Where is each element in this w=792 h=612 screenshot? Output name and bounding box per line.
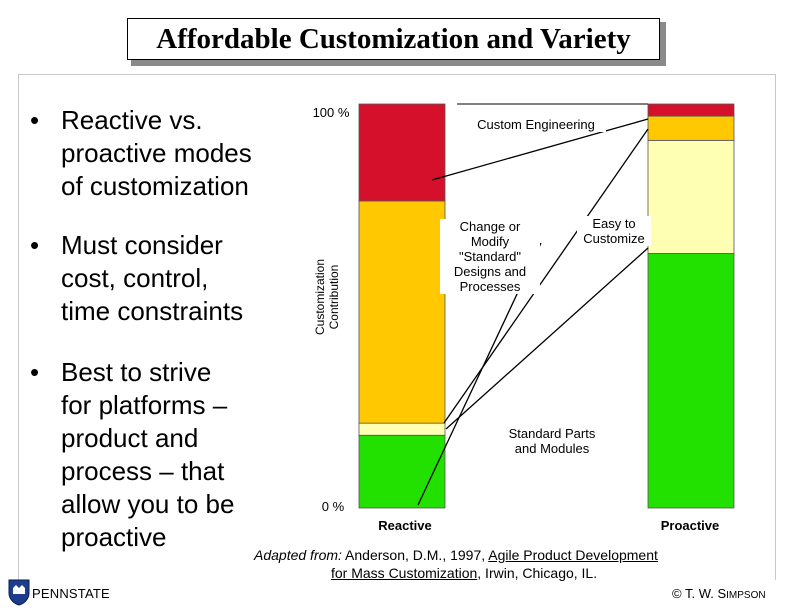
category-label-proactive: Proactive	[660, 518, 720, 533]
penn-state-wordmark: PENNSTATE	[32, 586, 110, 601]
bullet-text: Reactive vs. proactive modes of customiz…	[61, 105, 252, 201]
bullet-constraints: • Must consider cost, control, time cons…	[30, 229, 243, 328]
connector-lines	[417, 103, 649, 506]
author-surname-initial: S	[717, 586, 727, 601]
bullet-reactive-proactive: • Reactive vs. proactive modes of custom…	[30, 104, 252, 203]
citation-line-2: for Mass Customization, Irwin, Chicago, …	[331, 564, 597, 582]
stacked-bars	[358, 103, 735, 509]
bar-segment-standard-parts-reactive	[358, 434, 446, 509]
citation-book-title-1: Agile Product Development	[488, 547, 658, 563]
y-axis-max-label: 100 %	[312, 105, 350, 120]
label-easy-to-customize: Easy to Customize	[577, 216, 651, 246]
label-standard-parts: Standard Parts and Modules	[492, 426, 612, 456]
copyright-notice: © T. W. SIMPSON	[672, 586, 766, 601]
content-frame-right	[775, 74, 776, 580]
bullet-text: Best to strive for platforms – product a…	[61, 357, 235, 552]
bullet-dot: •	[30, 105, 40, 135]
copyright-symbol: ©	[672, 586, 682, 601]
category-label-reactive: Reactive	[378, 518, 432, 533]
author-initials: T. W.	[684, 586, 718, 601]
bar-segment-change-or-modify-reactive	[358, 200, 446, 424]
bullet-text: Must consider cost, control, time constr…	[61, 230, 244, 326]
content-frame-left	[18, 74, 19, 580]
bar-segment-standard-parts-proactive	[647, 253, 735, 509]
author-surname-rest: IMPSON	[726, 590, 766, 601]
bullet-platforms: • Best to strive for platforms – product…	[30, 356, 234, 554]
connector-line	[431, 118, 649, 181]
citation-book-title-2: for Mass Customization	[331, 565, 478, 581]
bar-segment-easy-to-customize-proactive	[647, 139, 735, 254]
citation-line-1: Adapted from: Anderson, D.M., 1997, Agil…	[254, 546, 658, 564]
citation-authors: Anderson, D.M., 1997,	[341, 547, 489, 563]
bar-segment-custom-engineering-reactive	[358, 103, 446, 202]
citation-publisher: , Irwin, Chicago, IL.	[477, 565, 598, 581]
slide-title: Affordable Customization and Variety	[127, 18, 660, 60]
bar-segment-change-or-modify-proactive	[647, 115, 735, 141]
y-axis-title: Customization Contribution	[313, 258, 341, 336]
connector-line	[445, 247, 649, 430]
label-change-or-modify: Change or Modify "Standard" Designs and …	[440, 219, 540, 294]
citation-prefix: Adapted from:	[254, 547, 342, 563]
content-frame-top	[18, 74, 776, 75]
label-custom-engineering: Custom Engineering	[466, 117, 606, 132]
bullet-dot: •	[30, 357, 40, 387]
connector-line	[443, 128, 649, 424]
penn-state-shield-icon	[8, 579, 30, 606]
bullet-dot: •	[30, 230, 40, 260]
bar-segment-custom-engineering-proactive	[647, 103, 735, 117]
y-axis-min-label: 0 %	[321, 499, 345, 514]
bar-segment-easy-to-customize-reactive	[358, 422, 446, 436]
